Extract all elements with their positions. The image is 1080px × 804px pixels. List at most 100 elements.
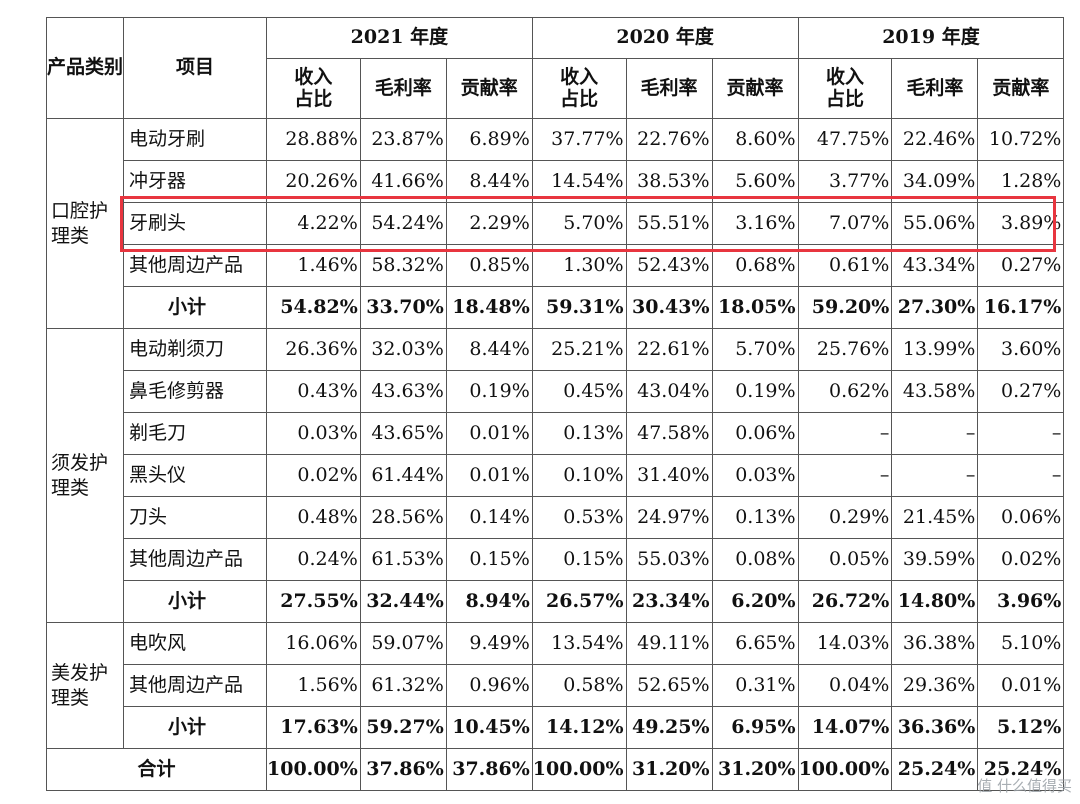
- value-cell: 61.53%: [359, 538, 447, 581]
- value-cell: 39.59%: [891, 538, 979, 581]
- subtotal-value: 59.20%: [797, 286, 893, 329]
- value-cell: 58.32%: [359, 244, 447, 287]
- subtotal-value: 59.27%: [359, 706, 447, 749]
- value-cell: 36.38%: [891, 622, 979, 665]
- value-cell: 25.76%: [797, 328, 893, 371]
- value-cell: 0.27%: [977, 370, 1065, 413]
- header-metric-contribution: 贡献率: [977, 58, 1065, 119]
- subtotal-row: 小计 27.55% 32.44% 8.94% 26.57% 23.34% 6.20% 26.7…: [47, 580, 1065, 623]
- subtotal-label: 小计: [123, 706, 267, 749]
- value-cell: 13.99%: [891, 328, 979, 371]
- table-row: 其他周边产品 1.56% 61.32% 0.96% 0.58% 52.65% 0.31% 0.…: [47, 664, 1065, 707]
- value-cell: 28.56%: [359, 496, 447, 539]
- value-cell: 28.88%: [266, 118, 361, 161]
- revenue-table: 产品类别 项目 2021 年度 2020 年度 2019 年度 收入占比 毛利率…: [46, 17, 1065, 791]
- value-cell: 1.28%: [977, 160, 1065, 203]
- value-cell: 0.31%: [711, 664, 799, 707]
- total-value: 37.86%: [445, 748, 533, 791]
- value-cell: 9.49%: [445, 622, 533, 665]
- value-cell: 1.46%: [266, 244, 361, 287]
- total-label: 合计: [46, 748, 267, 791]
- value-cell: 55.51%: [625, 202, 713, 245]
- value-cell: 0.01%: [445, 412, 533, 455]
- subtotal-value: 5.12%: [977, 706, 1065, 749]
- watermark: 值 什么值得买: [977, 777, 1072, 795]
- header-metric-gross-margin: 毛利率: [359, 58, 447, 119]
- value-cell: 3.60%: [977, 328, 1065, 371]
- value-cell: 0.01%: [977, 664, 1065, 707]
- subtotal-value: 59.31%: [531, 286, 627, 329]
- value-cell: 8.60%: [711, 118, 799, 161]
- header-row-metrics: 收入占比 毛利率 贡献率 收入占比 毛利率 贡献率 收入占比 毛利率 贡献率: [47, 58, 1065, 119]
- value-cell: 0.58%: [531, 664, 627, 707]
- value-cell: –: [891, 454, 979, 497]
- value-cell: 7.07%: [797, 202, 893, 245]
- subtotal-value: 49.25%: [625, 706, 713, 749]
- value-cell: 22.61%: [625, 328, 713, 371]
- item-name: 其他周边产品: [123, 244, 267, 287]
- subtotal-value: 10.45%: [445, 706, 533, 749]
- value-cell: 3.77%: [797, 160, 893, 203]
- value-cell: 5.70%: [711, 328, 799, 371]
- value-cell: 22.46%: [891, 118, 979, 161]
- table-row: 鼻毛修剪器 0.43% 43.63% 0.19% 0.45% 43.04% 0.19% 0.6…: [47, 370, 1065, 413]
- header-year-2019: 2019 年度: [797, 17, 1065, 59]
- subtotal-value: 14.12%: [531, 706, 627, 749]
- value-cell: 47.58%: [625, 412, 713, 455]
- total-row: 合计 100.00% 37.86% 37.86% 100.00% 31.20% 31.20%…: [46, 748, 1065, 791]
- value-cell: 4.22%: [266, 202, 361, 245]
- subtotal-label: 小计: [123, 580, 267, 623]
- value-cell: 14.54%: [531, 160, 627, 203]
- value-cell: 26.36%: [266, 328, 361, 371]
- subtotal-value: 32.44%: [359, 580, 447, 623]
- value-cell: 52.43%: [625, 244, 713, 287]
- header-metric-gross-margin: 毛利率: [891, 58, 979, 119]
- table-row: 冲牙器 20.26% 41.66% 8.44% 14.54% 38.53% 5.60% 3.7…: [47, 160, 1065, 203]
- item-name: 其他周边产品: [123, 538, 267, 581]
- total-value: 100.00%: [531, 748, 627, 791]
- total-value: 31.20%: [711, 748, 799, 791]
- value-cell: 0.27%: [977, 244, 1065, 287]
- category-cell: 口腔护理类: [46, 118, 124, 329]
- value-cell: 0.85%: [445, 244, 533, 287]
- value-cell: 52.65%: [625, 664, 713, 707]
- item-name: 牙刷头: [123, 202, 267, 245]
- header-metric-revenue-share: 收入占比: [797, 58, 893, 119]
- subtotal-value: 33.70%: [359, 286, 447, 329]
- subtotal-value: 26.57%: [531, 580, 627, 623]
- subtotal-value: 3.96%: [977, 580, 1065, 623]
- subtotal-value: 18.05%: [711, 286, 799, 329]
- value-cell: –: [977, 412, 1065, 455]
- value-cell: 23.87%: [359, 118, 447, 161]
- value-cell: 8.44%: [445, 328, 533, 371]
- subtotal-value: 54.82%: [266, 286, 361, 329]
- value-cell: 43.58%: [891, 370, 979, 413]
- value-cell: 0.06%: [711, 412, 799, 455]
- table-row: 剃毛刀 0.03% 43.65% 0.01% 0.13% 47.58% 0.06% – – –: [47, 412, 1065, 455]
- value-cell: 41.66%: [359, 160, 447, 203]
- item-name: 电吹风: [123, 622, 267, 665]
- value-cell: 38.53%: [625, 160, 713, 203]
- value-cell: 0.24%: [266, 538, 361, 581]
- value-cell: 0.96%: [445, 664, 533, 707]
- subtotal-row: 小计 17.63% 59.27% 10.45% 14.12% 49.25% 6.95% 14.…: [47, 706, 1065, 749]
- value-cell: 0.19%: [711, 370, 799, 413]
- value-cell: 61.32%: [359, 664, 447, 707]
- value-cell: 8.44%: [445, 160, 533, 203]
- value-cell: 0.68%: [711, 244, 799, 287]
- value-cell: 0.02%: [266, 454, 361, 497]
- value-cell: 43.04%: [625, 370, 713, 413]
- header-year-2020: 2020 年度: [531, 17, 799, 59]
- value-cell: 43.63%: [359, 370, 447, 413]
- value-cell: 6.89%: [445, 118, 533, 161]
- total-value: 37.86%: [359, 748, 447, 791]
- value-cell: 0.06%: [977, 496, 1065, 539]
- value-cell: 0.01%: [445, 454, 533, 497]
- table-row: 其他周边产品 0.24% 61.53% 0.15% 0.15% 55.03% 0.08% 0.…: [47, 538, 1065, 581]
- total-value: 31.20%: [625, 748, 713, 791]
- total-value: 25.24%: [891, 748, 979, 791]
- subtotal-value: 17.63%: [266, 706, 361, 749]
- value-cell: 5.10%: [977, 622, 1065, 665]
- subtotal-value: 26.72%: [797, 580, 893, 623]
- value-cell: 0.03%: [711, 454, 799, 497]
